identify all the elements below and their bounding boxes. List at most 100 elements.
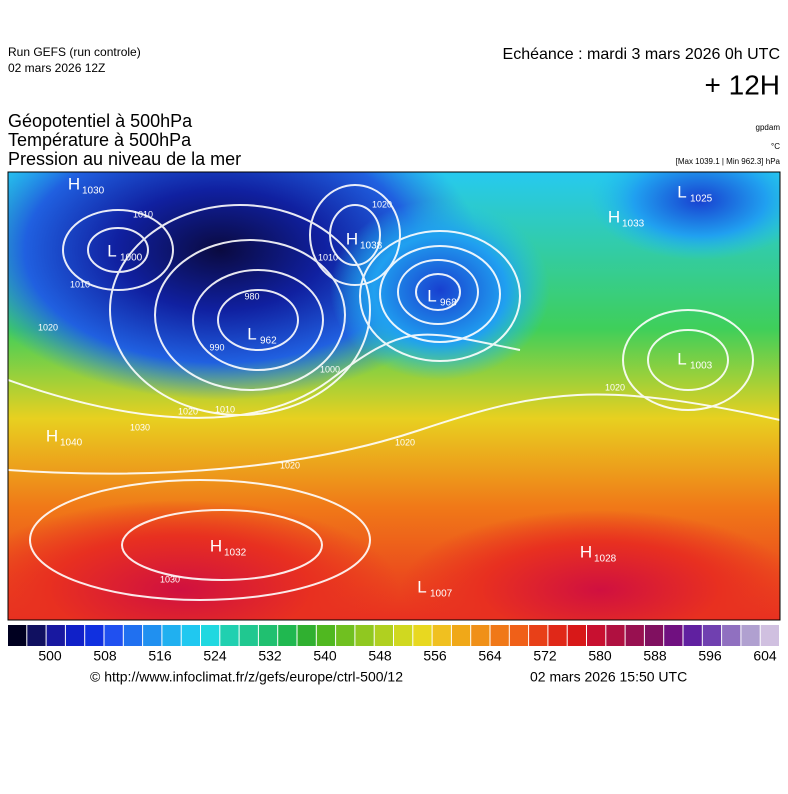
colorbar-swatch xyxy=(664,625,683,646)
colorbar-swatch xyxy=(374,625,393,646)
isobar-label: 1010 xyxy=(70,279,90,289)
colorbar-swatch xyxy=(413,625,432,646)
colorbar-swatch xyxy=(587,625,606,646)
colorbar-swatch xyxy=(239,625,258,646)
colorbar-tick-label: 532 xyxy=(258,648,282,664)
title-pressure: Pression au niveau de la mer xyxy=(8,149,241,169)
center-value: 1003 xyxy=(690,361,713,372)
colorbar-swatch xyxy=(760,625,779,646)
center-letter: L xyxy=(247,324,256,343)
generated-time: 02 mars 2026 15:50 UTC xyxy=(530,669,687,685)
isobar-label: 1020 xyxy=(605,382,625,392)
colorbar-swatch xyxy=(355,625,374,646)
colorbar-swatch xyxy=(451,625,471,646)
center-value: 1033 xyxy=(622,219,645,230)
isobar-label: 1030 xyxy=(130,422,150,432)
colorbar-swatch xyxy=(65,625,85,646)
center-value: 1025 xyxy=(690,194,713,205)
center-letter: L xyxy=(677,349,686,368)
colorbar-swatch xyxy=(220,625,239,646)
center-letter: L xyxy=(427,286,436,305)
colorbar-tick-label: 516 xyxy=(148,648,172,664)
isobar-label: 1020 xyxy=(38,322,58,332)
colorbar-tick-label: 540 xyxy=(313,648,337,664)
colorbar-tick-label: 524 xyxy=(203,648,227,664)
colorbar-tick-label: 604 xyxy=(753,648,777,664)
colorbar-tick-label: 596 xyxy=(698,648,722,664)
center-value: 1007 xyxy=(430,589,453,600)
center-letter: L xyxy=(107,241,116,260)
colorbar-tick-label: 556 xyxy=(423,648,447,664)
isobar-label: 990 xyxy=(209,342,224,352)
colorbar-swatch xyxy=(336,625,355,646)
colorbar-swatch xyxy=(104,625,123,646)
isobar-label: 1010 xyxy=(318,252,338,262)
colorbar-swatch xyxy=(123,625,143,646)
center-value: 968 xyxy=(440,298,457,309)
colorbar-swatch xyxy=(278,625,297,646)
colorbar-tick-label: 500 xyxy=(38,648,62,664)
colorbar-tick-label: 588 xyxy=(643,648,667,664)
colorbar-swatch xyxy=(394,625,413,646)
colorbar-swatch xyxy=(509,625,529,646)
colorbar-swatch xyxy=(683,625,702,646)
colorbar-tick-label: 508 xyxy=(93,648,117,664)
isobar-label: 1000 xyxy=(320,364,340,374)
colorbar-swatch xyxy=(27,625,46,646)
colorbar-swatch xyxy=(606,625,625,646)
colorbar-swatch xyxy=(201,625,220,646)
isobar-label: 1020 xyxy=(395,437,415,447)
colorbar-swatch xyxy=(529,625,548,646)
center-letter: H xyxy=(608,207,620,226)
colorbar-swatch xyxy=(258,625,278,646)
center-value: 1040 xyxy=(60,438,83,449)
map-field xyxy=(8,172,780,620)
run-label: Run GEFS (run controle) xyxy=(8,45,141,59)
colorbar: 500 508 516 524 532 540 548 556 564 572 580 588 596 6… xyxy=(8,625,779,664)
run-date: 02 mars 2026 12Z xyxy=(8,61,105,75)
isobar-label: 1010 xyxy=(133,209,153,219)
center-letter: H xyxy=(210,536,222,555)
colorbar-swatch xyxy=(85,625,104,646)
colorbar-swatch xyxy=(644,625,664,646)
center-letter: H xyxy=(346,229,358,248)
colorbar-tick-label: 580 xyxy=(588,648,612,664)
colorbar-swatch xyxy=(46,625,65,646)
center-value: 1028 xyxy=(594,554,617,565)
center-value: 962 xyxy=(260,336,277,347)
center-letter: H xyxy=(580,542,592,561)
source-url: © http://www.infoclimat.fr/z/gefs/europe… xyxy=(90,669,403,685)
center-value: 1038 xyxy=(360,241,383,252)
isobar-label: 1020 xyxy=(372,199,392,209)
colorbar-tick-label: 564 xyxy=(478,648,502,664)
colorbar-swatch xyxy=(722,625,741,646)
colorbar-swatch xyxy=(548,625,567,646)
colorbar-swatch xyxy=(297,625,316,646)
colorbar-tick-label: 548 xyxy=(368,648,392,664)
colorbar-swatch xyxy=(8,625,27,646)
center-value: 1032 xyxy=(224,548,247,559)
colorbar-swatch xyxy=(316,625,336,646)
colorbar-swatch xyxy=(741,625,760,646)
title-geopotential: Géopotentiel à 500hPa xyxy=(8,111,193,131)
unit-gpdam: gpdam xyxy=(756,123,781,132)
pressure-range: [Max 1039.1 | Min 962.3] hPa xyxy=(676,157,781,166)
center-value: 1000 xyxy=(120,253,143,264)
colorbar-swatch xyxy=(143,625,162,646)
colorbar-swatch xyxy=(702,625,722,646)
lead-time: + 12H xyxy=(705,69,781,100)
colorbar-swatch xyxy=(471,625,490,646)
center-letter: L xyxy=(417,577,426,596)
title-temperature: Température à 500hPa xyxy=(8,130,192,150)
center-letter: H xyxy=(68,174,80,193)
isobar-label: 980 xyxy=(244,291,259,301)
isobar-label: 1020 xyxy=(280,460,300,470)
colorbar-swatch xyxy=(181,625,200,646)
center-value: 1030 xyxy=(82,186,105,197)
isobar-label: 1030 xyxy=(160,574,180,584)
colorbar-swatch xyxy=(567,625,586,646)
center-letter: L xyxy=(677,182,686,201)
unit-celsius: °C xyxy=(771,142,780,151)
colorbar-swatch xyxy=(625,625,644,646)
